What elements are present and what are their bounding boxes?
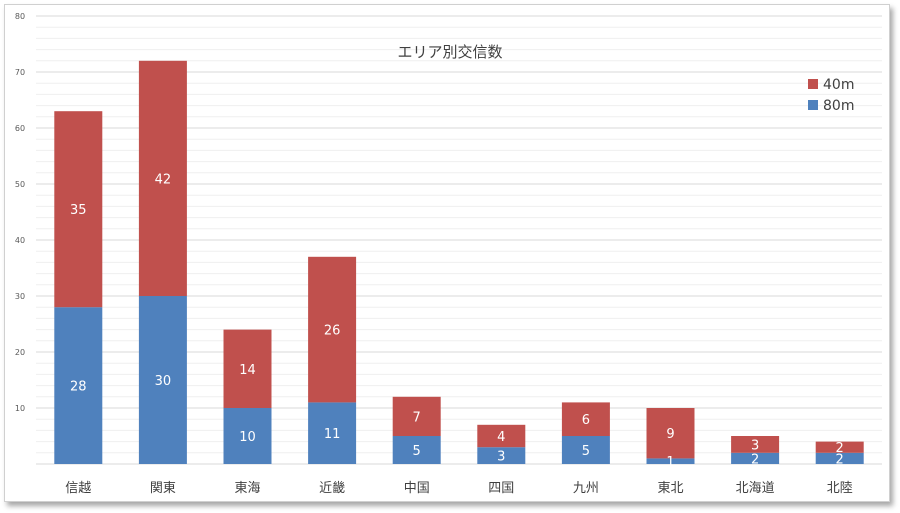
bar-segment-40m bbox=[646, 408, 695, 459]
bar-segment-80m bbox=[731, 452, 780, 464]
legend-swatch bbox=[808, 79, 818, 89]
bar-segment-40m bbox=[477, 424, 526, 448]
data-label: 28 bbox=[70, 380, 87, 395]
data-label: 3 bbox=[751, 438, 759, 453]
data-label: 10 bbox=[239, 430, 256, 445]
legend-label: 80m bbox=[823, 98, 854, 114]
bar-segment-80m bbox=[646, 458, 695, 464]
y-tick-label: 20 bbox=[15, 348, 25, 357]
y-tick-label: 40 bbox=[15, 236, 25, 245]
y-tick-label: 30 bbox=[15, 292, 25, 301]
bar-segment-80m bbox=[392, 436, 441, 464]
bar-segment-40m bbox=[54, 111, 103, 308]
bars bbox=[54, 60, 864, 464]
data-label: 42 bbox=[155, 172, 172, 187]
data-label: 2 bbox=[751, 452, 759, 467]
x-axis: 信越 関東 東海 近畿 中国 四国 九州 東北 北海道 北陸 bbox=[65, 480, 852, 496]
data-label: 5 bbox=[582, 444, 590, 459]
data-label: 30 bbox=[155, 374, 172, 389]
bar-segment-80m bbox=[477, 447, 526, 464]
legend-swatch bbox=[808, 100, 818, 110]
y-axis: 10 20 30 40 50 60 70 80 bbox=[15, 12, 25, 413]
data-label: 5 bbox=[413, 444, 421, 459]
bar-segment-40m bbox=[223, 329, 272, 408]
y-tick-label: 60 bbox=[15, 124, 25, 133]
x-tick-label: 中国 bbox=[404, 481, 430, 496]
bar-segment-40m bbox=[308, 256, 357, 403]
x-tick-label: 東北 bbox=[657, 480, 683, 496]
data-label: 2 bbox=[836, 441, 844, 456]
data-label: 6 bbox=[582, 413, 590, 428]
x-tick-label: 関東 bbox=[150, 480, 176, 496]
data-label: 4 bbox=[497, 430, 505, 445]
y-tick-label: 70 bbox=[15, 68, 25, 77]
bar-segment-40m bbox=[138, 60, 187, 296]
legend-label: 40m bbox=[823, 77, 854, 93]
bar-segment-40m bbox=[392, 396, 441, 436]
bar-segment-80m bbox=[223, 408, 272, 464]
x-tick-label: 北海道 bbox=[736, 481, 775, 496]
data-label: 7 bbox=[413, 410, 421, 425]
bar-segment-40m bbox=[815, 441, 864, 453]
bar-segment-80m bbox=[308, 402, 357, 464]
y-tick-label: 50 bbox=[15, 180, 25, 189]
data-label: 35 bbox=[70, 203, 87, 218]
bar-segment-40m bbox=[561, 402, 610, 436]
x-tick-label: 近畿 bbox=[319, 481, 345, 496]
data-label: 26 bbox=[324, 324, 341, 339]
bar-segment-80m bbox=[138, 296, 187, 464]
y-tick-label: 10 bbox=[15, 404, 25, 413]
x-tick-label: 信越 bbox=[65, 481, 91, 496]
data-label: 9 bbox=[666, 427, 674, 442]
x-tick-label: 九州 bbox=[573, 481, 599, 496]
bar-segment-80m bbox=[54, 307, 103, 464]
data-label: 3 bbox=[497, 450, 505, 465]
data-label: 1 bbox=[666, 455, 674, 470]
bar-segment-40m bbox=[731, 436, 780, 453]
bar-segment-80m bbox=[561, 436, 610, 464]
data-label: 11 bbox=[324, 427, 341, 442]
data-label: 14 bbox=[239, 363, 256, 378]
bar-segment-80m bbox=[815, 452, 864, 464]
y-tick-label: 80 bbox=[15, 12, 25, 21]
data-label: 2 bbox=[836, 452, 844, 467]
chart-title: エリア別交信数 bbox=[397, 43, 502, 61]
x-tick-label: 四国 bbox=[488, 481, 514, 496]
x-tick-label: 東海 bbox=[234, 480, 260, 496]
x-tick-label: 北陸 bbox=[827, 480, 853, 496]
